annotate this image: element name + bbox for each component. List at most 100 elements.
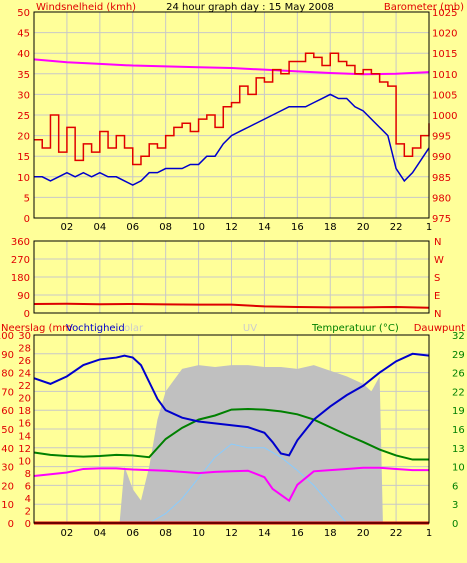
humidity-y-tick-label: 40 xyxy=(1,444,14,455)
climate-x-tick-label: 08 xyxy=(159,528,172,539)
barometer-y-tick-label: 995 xyxy=(432,132,451,143)
barometer-y-tick-label: 1000 xyxy=(432,111,457,122)
wind-y-tick-label: 30 xyxy=(17,90,30,101)
rain-y-tick-label: 18 xyxy=(18,406,31,417)
barometer-y-tick-label: 980 xyxy=(432,193,451,204)
wind-gust-line xyxy=(34,52,430,166)
temperature-y-tick-label: 19 xyxy=(452,406,465,417)
wind-x-tick-label: 12 xyxy=(225,222,238,233)
rain-y-tick-label: 6 xyxy=(25,481,31,492)
temperature-y-tick-label: 10 xyxy=(452,463,465,474)
wind-x-tick-label: 16 xyxy=(291,222,304,233)
direction-compass-label: E xyxy=(434,291,440,302)
rain-y-tick-label: 26 xyxy=(18,356,31,367)
rain-y-tick-label: 22 xyxy=(18,381,31,392)
uv-line xyxy=(148,443,348,524)
temperature-y-tick-label: 3 xyxy=(452,500,458,511)
solar-axis-title: olar xyxy=(124,323,144,334)
temperature-y-tick-label: 0 xyxy=(452,519,458,530)
wind-y-tick-label: 35 xyxy=(17,70,30,81)
dewpoint-axis-title: Dauwpunt xyxy=(414,323,465,334)
humidity-y-tick-label: 50 xyxy=(1,425,14,436)
wind-x-tick-label: 06 xyxy=(126,222,139,233)
direction-y-tick-label: 180 xyxy=(11,273,30,284)
wind-x-tick-label: 02 xyxy=(61,222,74,233)
direction-panel-frame xyxy=(33,240,430,314)
rain-y-tick-label: 2 xyxy=(25,506,31,517)
barometer-y-tick-label: 1025 xyxy=(432,8,457,19)
barometer-y-tick-label: 975 xyxy=(432,214,451,225)
wind-x-tick-label: 04 xyxy=(93,222,106,233)
wind-y-tick-label: 40 xyxy=(17,49,30,60)
rain-y-tick-label: 12 xyxy=(18,444,31,455)
wind-average-line xyxy=(34,93,430,186)
temperature-axis-title: Temperatuur (°C) xyxy=(311,323,399,334)
climate-panel-frame xyxy=(33,334,430,524)
humidity-y-tick-label: 70 xyxy=(1,387,14,398)
wind-x-tick-label: 18 xyxy=(324,222,337,233)
rain-y-tick-label: 20 xyxy=(18,394,31,405)
wind-y-tick-label: 15 xyxy=(17,152,30,163)
uv-axis-title: UV xyxy=(243,323,257,334)
barometer-axis-title: Barometer (mb) xyxy=(384,2,464,13)
wind-x-tick-label: 10 xyxy=(192,222,205,233)
rain-y-tick-label: 10 xyxy=(18,456,31,467)
wind-x-tick-label: 22 xyxy=(390,222,403,233)
wind-x-tick-label: 14 xyxy=(258,222,271,233)
barometer-y-tick-label: 1010 xyxy=(432,70,457,81)
rain-y-tick-label: 30 xyxy=(18,331,31,342)
rain-y-tick-label: 14 xyxy=(18,431,31,442)
wind-y-tick-label: 20 xyxy=(17,132,30,143)
wind-direction-line xyxy=(33,302,430,309)
humidity-y-tick-label: 100 xyxy=(0,331,14,342)
climate-x-tick-label: 06 xyxy=(126,528,139,539)
rain-y-tick-label: 4 xyxy=(25,494,31,505)
temperature-y-tick-label: 32 xyxy=(452,331,465,342)
direction-compass-label: N xyxy=(434,309,441,320)
climate-x-tick-label: 16 xyxy=(291,528,304,539)
wind-y-tick-label: 10 xyxy=(17,173,30,184)
temperature-y-tick-label: 16 xyxy=(452,425,465,436)
direction-compass-label: S xyxy=(434,273,440,284)
barometer-y-tick-label: 1020 xyxy=(432,29,457,40)
climate-x-tick-label: 1 xyxy=(426,528,432,539)
climate-x-tick-label: 14 xyxy=(258,528,271,539)
climate-x-tick-label: 18 xyxy=(324,528,337,539)
rain-y-tick-label: 8 xyxy=(25,469,31,480)
wind-y-tick-label: 50 xyxy=(17,8,30,19)
humidity-y-tick-label: 90 xyxy=(1,350,14,361)
humidity-axis-title: Vochtigheid xyxy=(66,323,125,334)
humidity-y-tick-label: 20 xyxy=(1,481,14,492)
climate-x-tick-label: 12 xyxy=(225,528,238,539)
rain-y-tick-label: 16 xyxy=(18,419,31,430)
temperature-line xyxy=(33,408,429,461)
temperature-y-tick-label: 29 xyxy=(452,350,465,361)
wind-y-tick-label: 45 xyxy=(17,29,30,40)
climate-x-tick-label: 04 xyxy=(93,528,106,539)
wind-y-tick-label: 0 xyxy=(24,214,30,225)
direction-compass-label: N xyxy=(434,237,441,248)
rain-y-tick-label: 24 xyxy=(18,369,31,380)
wind-axis-title: Windsnelheid (kmh) xyxy=(36,2,136,13)
climate-x-tick-label: 20 xyxy=(357,528,370,539)
barometer-y-tick-label: 1015 xyxy=(432,49,457,60)
rain-y-tick-label: 28 xyxy=(18,344,31,355)
humidity-line xyxy=(33,352,430,457)
wind-x-tick-label: 20 xyxy=(357,222,370,233)
humidity-y-tick-label: 30 xyxy=(1,463,14,474)
climate-x-tick-label: 22 xyxy=(390,528,403,539)
direction-y-tick-label: 270 xyxy=(11,255,30,266)
barometer-y-tick-label: 985 xyxy=(432,173,451,184)
wind-y-tick-label: 25 xyxy=(17,111,30,122)
humidity-y-tick-label: 80 xyxy=(1,369,14,380)
humidity-y-tick-label: 10 xyxy=(1,500,14,511)
direction-y-tick-label: 0 xyxy=(24,309,30,320)
humidity-y-tick-label: 0 xyxy=(8,519,14,530)
temperature-y-tick-label: 13 xyxy=(452,444,465,455)
temperature-y-tick-label: 26 xyxy=(452,369,465,380)
barometer-y-tick-label: 990 xyxy=(432,152,451,163)
direction-compass-label: W xyxy=(434,255,444,266)
humidity-y-tick-label: 60 xyxy=(1,406,14,417)
direction-y-tick-label: 90 xyxy=(17,291,30,302)
